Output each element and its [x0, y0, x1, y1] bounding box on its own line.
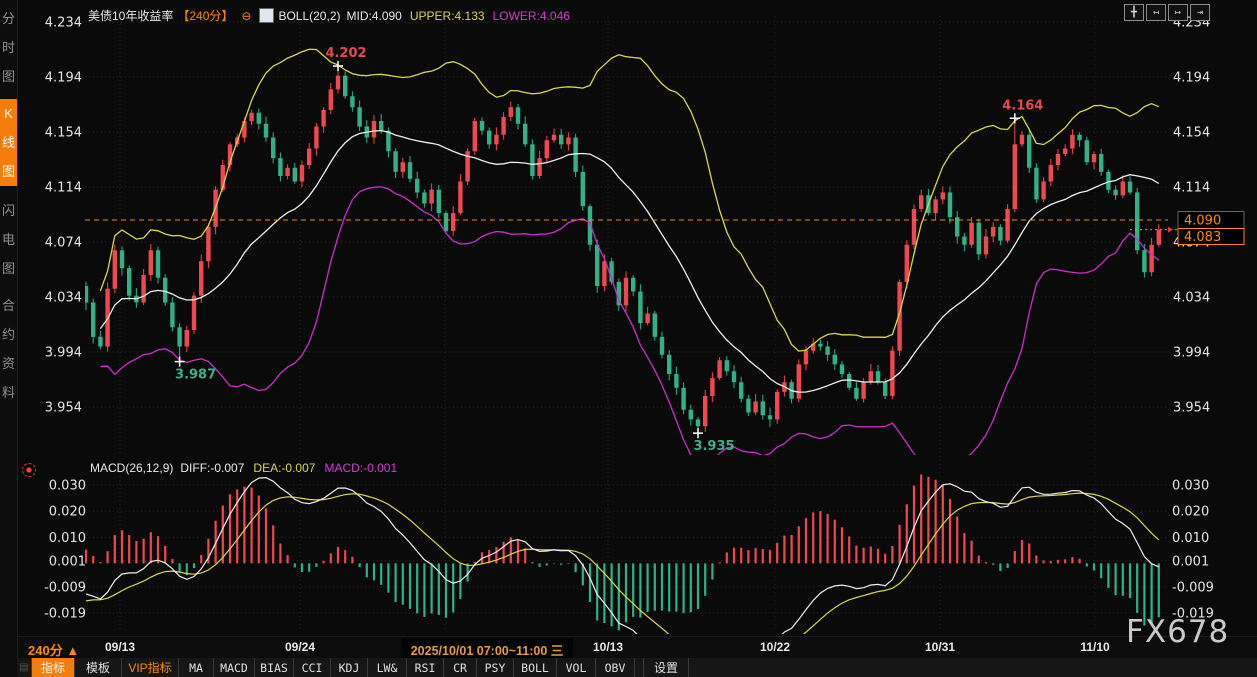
price-axis-label: 4.234	[45, 16, 82, 31]
indicator-chart-icon[interactable]	[259, 8, 274, 23]
price-axis-label: 3.954	[45, 401, 82, 416]
boll-params-label: BOLL(20,2)	[278, 9, 340, 23]
price-axis-label: 4.074	[45, 236, 82, 251]
macd-axis-label: 0.020	[1172, 505, 1209, 520]
tab-vol[interactable]: VOL	[557, 658, 596, 677]
price-axis-label: 4.154	[45, 126, 82, 141]
boll-mid-value: MID:4.090	[347, 9, 402, 23]
macd-axis-label: 0.001	[49, 554, 86, 569]
price-axis-label: 4.154	[1173, 126, 1210, 141]
collapse-indicator-icon[interactable]: ⊖	[241, 9, 251, 23]
boll-upper-line	[100, 49, 1158, 351]
macd-diff-value: DIFF:-0.007	[180, 461, 244, 475]
toolbar-grid-icon[interactable]: ▤	[17, 658, 32, 677]
price-axis-label: 4.114	[45, 181, 82, 196]
price-axis-label: 4.194	[45, 71, 82, 86]
shift-right-tool-icon[interactable]: ⇥	[1190, 4, 1210, 21]
tab-cci[interactable]: CCI	[294, 658, 331, 677]
price-axis-label: 4.034	[1173, 291, 1210, 306]
chart-header: 美债10年收益率 【240分】 ⊖ BOLL(20,2) MID:4.090 U…	[88, 7, 570, 24]
chart-tools: ╋ ↤ ↦ ⇥	[1124, 4, 1210, 21]
instrument-title: 美债10年收益率	[88, 7, 173, 24]
x-axis-date: 10/22	[760, 640, 790, 654]
macd-axis-label: 0.020	[49, 505, 86, 520]
price-axis-label: 4.114	[1173, 181, 1210, 196]
tab-boll[interactable]: BOLL	[514, 658, 557, 677]
sidebar-item-kline-chart[interactable]: K线图	[0, 99, 17, 186]
x-axis-strip: 240分 ▲ 09/13 09/24 2025/10/01 07:00~11:0…	[17, 636, 1257, 659]
period-arrow-icon: ▲	[66, 643, 79, 658]
x-axis-date: 09/13	[105, 640, 135, 654]
tab-bias[interactable]: BIAS	[255, 658, 294, 677]
period-label: 240分	[28, 643, 63, 658]
x-axis-date: 11/10	[1080, 640, 1109, 654]
macd-axis-label: -0.019	[44, 607, 86, 622]
macd-header: MACD(26,12,9) DIFF:-0.007 DEA:-0.007 MAC…	[90, 461, 397, 475]
alert-star-icon[interactable]	[22, 463, 36, 477]
macd-diff-line	[86, 478, 1159, 658]
tab-lwr[interactable]: LW&	[368, 658, 407, 677]
x-axis-date: 09/24	[285, 640, 315, 654]
tab-obv[interactable]: OBV	[596, 658, 635, 677]
price-axis-label: 4.034	[45, 291, 82, 306]
boll-mid-line	[100, 131, 1158, 393]
chart-type-sidebar: 分时图 K线图 闪电图 合约资料	[0, 0, 18, 677]
candles-layer	[84, 49, 1161, 468]
macd-dea-line	[86, 493, 1159, 658]
boll-upper-value: UPPER:4.133	[410, 9, 485, 23]
indicator-toolbar: ▤ 指标 模板 VIP指标 MA MACD BIAS CCI KDJ LW& R…	[17, 658, 1257, 677]
move-tool-icon[interactable]: ╋	[1124, 4, 1144, 21]
tab-cr[interactable]: CR	[444, 658, 477, 677]
scale-right-tool-icon[interactable]: ↦	[1168, 4, 1188, 21]
tab-kdj[interactable]: KDJ	[331, 658, 368, 677]
macd-layer	[85, 475, 1160, 658]
macd-params-label: MACD(26,12,9)	[90, 461, 173, 475]
period-tag: 【240分】	[177, 7, 233, 24]
tab-vip-indicators[interactable]: VIP指标	[122, 658, 179, 677]
sidebar-item-contract-info[interactable]: 合约资料	[0, 291, 17, 407]
tab-ma[interactable]: MA	[179, 658, 214, 677]
extreme-price-annotation: 4.202	[325, 46, 366, 61]
macd-macd-value: MACD:-0.001	[324, 461, 397, 475]
fx678-watermark: FX678	[1126, 614, 1229, 650]
boll-lower-value: LOWER:4.046	[493, 9, 570, 23]
tab-templates[interactable]: 模板	[75, 658, 122, 677]
tab-psy[interactable]: PSY	[477, 658, 514, 677]
svg-text:4.083: 4.083	[1184, 230, 1221, 245]
x-axis-date: 10/31	[925, 640, 955, 654]
tab-indicators[interactable]: 指标	[32, 658, 75, 677]
extreme-price-annotation: 4.164	[1002, 98, 1043, 113]
macd-axis-label: -0.009	[44, 580, 86, 595]
period-selector[interactable]: 240分 ▲	[28, 640, 79, 659]
macd-axis-label: 0.030	[1172, 479, 1209, 494]
macd-axis-label: -0.009	[1172, 580, 1214, 595]
extreme-price-annotation: 3.935	[693, 439, 734, 454]
sidebar-item-lightning-chart[interactable]: 闪电图	[0, 196, 17, 283]
chart-application-window: 分时图 K线图 闪电图 合约资料 美债10年收益率 【240分】 ⊖ BOLL(…	[0, 0, 1257, 677]
x-axis-date: 10/13	[593, 640, 623, 654]
scale-left-tool-icon[interactable]: ↤	[1146, 4, 1166, 21]
tab-settings[interactable]: 设置	[643, 658, 689, 677]
macd-axis-label: 0.030	[49, 479, 86, 494]
macd-axis-label: 0.001	[1172, 554, 1209, 569]
price-axis-label: 3.954	[1173, 401, 1210, 416]
svg-text:4.090: 4.090	[1184, 214, 1221, 229]
chart-canvas[interactable]: 4.2344.2344.1944.1944.1544.1544.1144.114…	[0, 0, 1257, 658]
extreme-price-annotation: 3.987	[175, 368, 216, 383]
macd-dea-value: DEA:-0.007	[253, 461, 315, 475]
tab-rsi[interactable]: RSI	[407, 658, 444, 677]
macd-axis-label: 0.010	[49, 531, 86, 546]
price-axis-label: 3.994	[1173, 346, 1210, 361]
price-axis-label: 3.994	[45, 346, 82, 361]
price-axis-label: 4.194	[1173, 71, 1210, 86]
overlay-layer: 4.0904.083 3.987 4.202 3.935 4.164	[85, 46, 1244, 454]
sidebar-item-time-chart[interactable]: 分时图	[0, 4, 17, 91]
macd-axis-label: 0.010	[1172, 531, 1209, 546]
tab-macd[interactable]: MACD	[214, 658, 255, 677]
